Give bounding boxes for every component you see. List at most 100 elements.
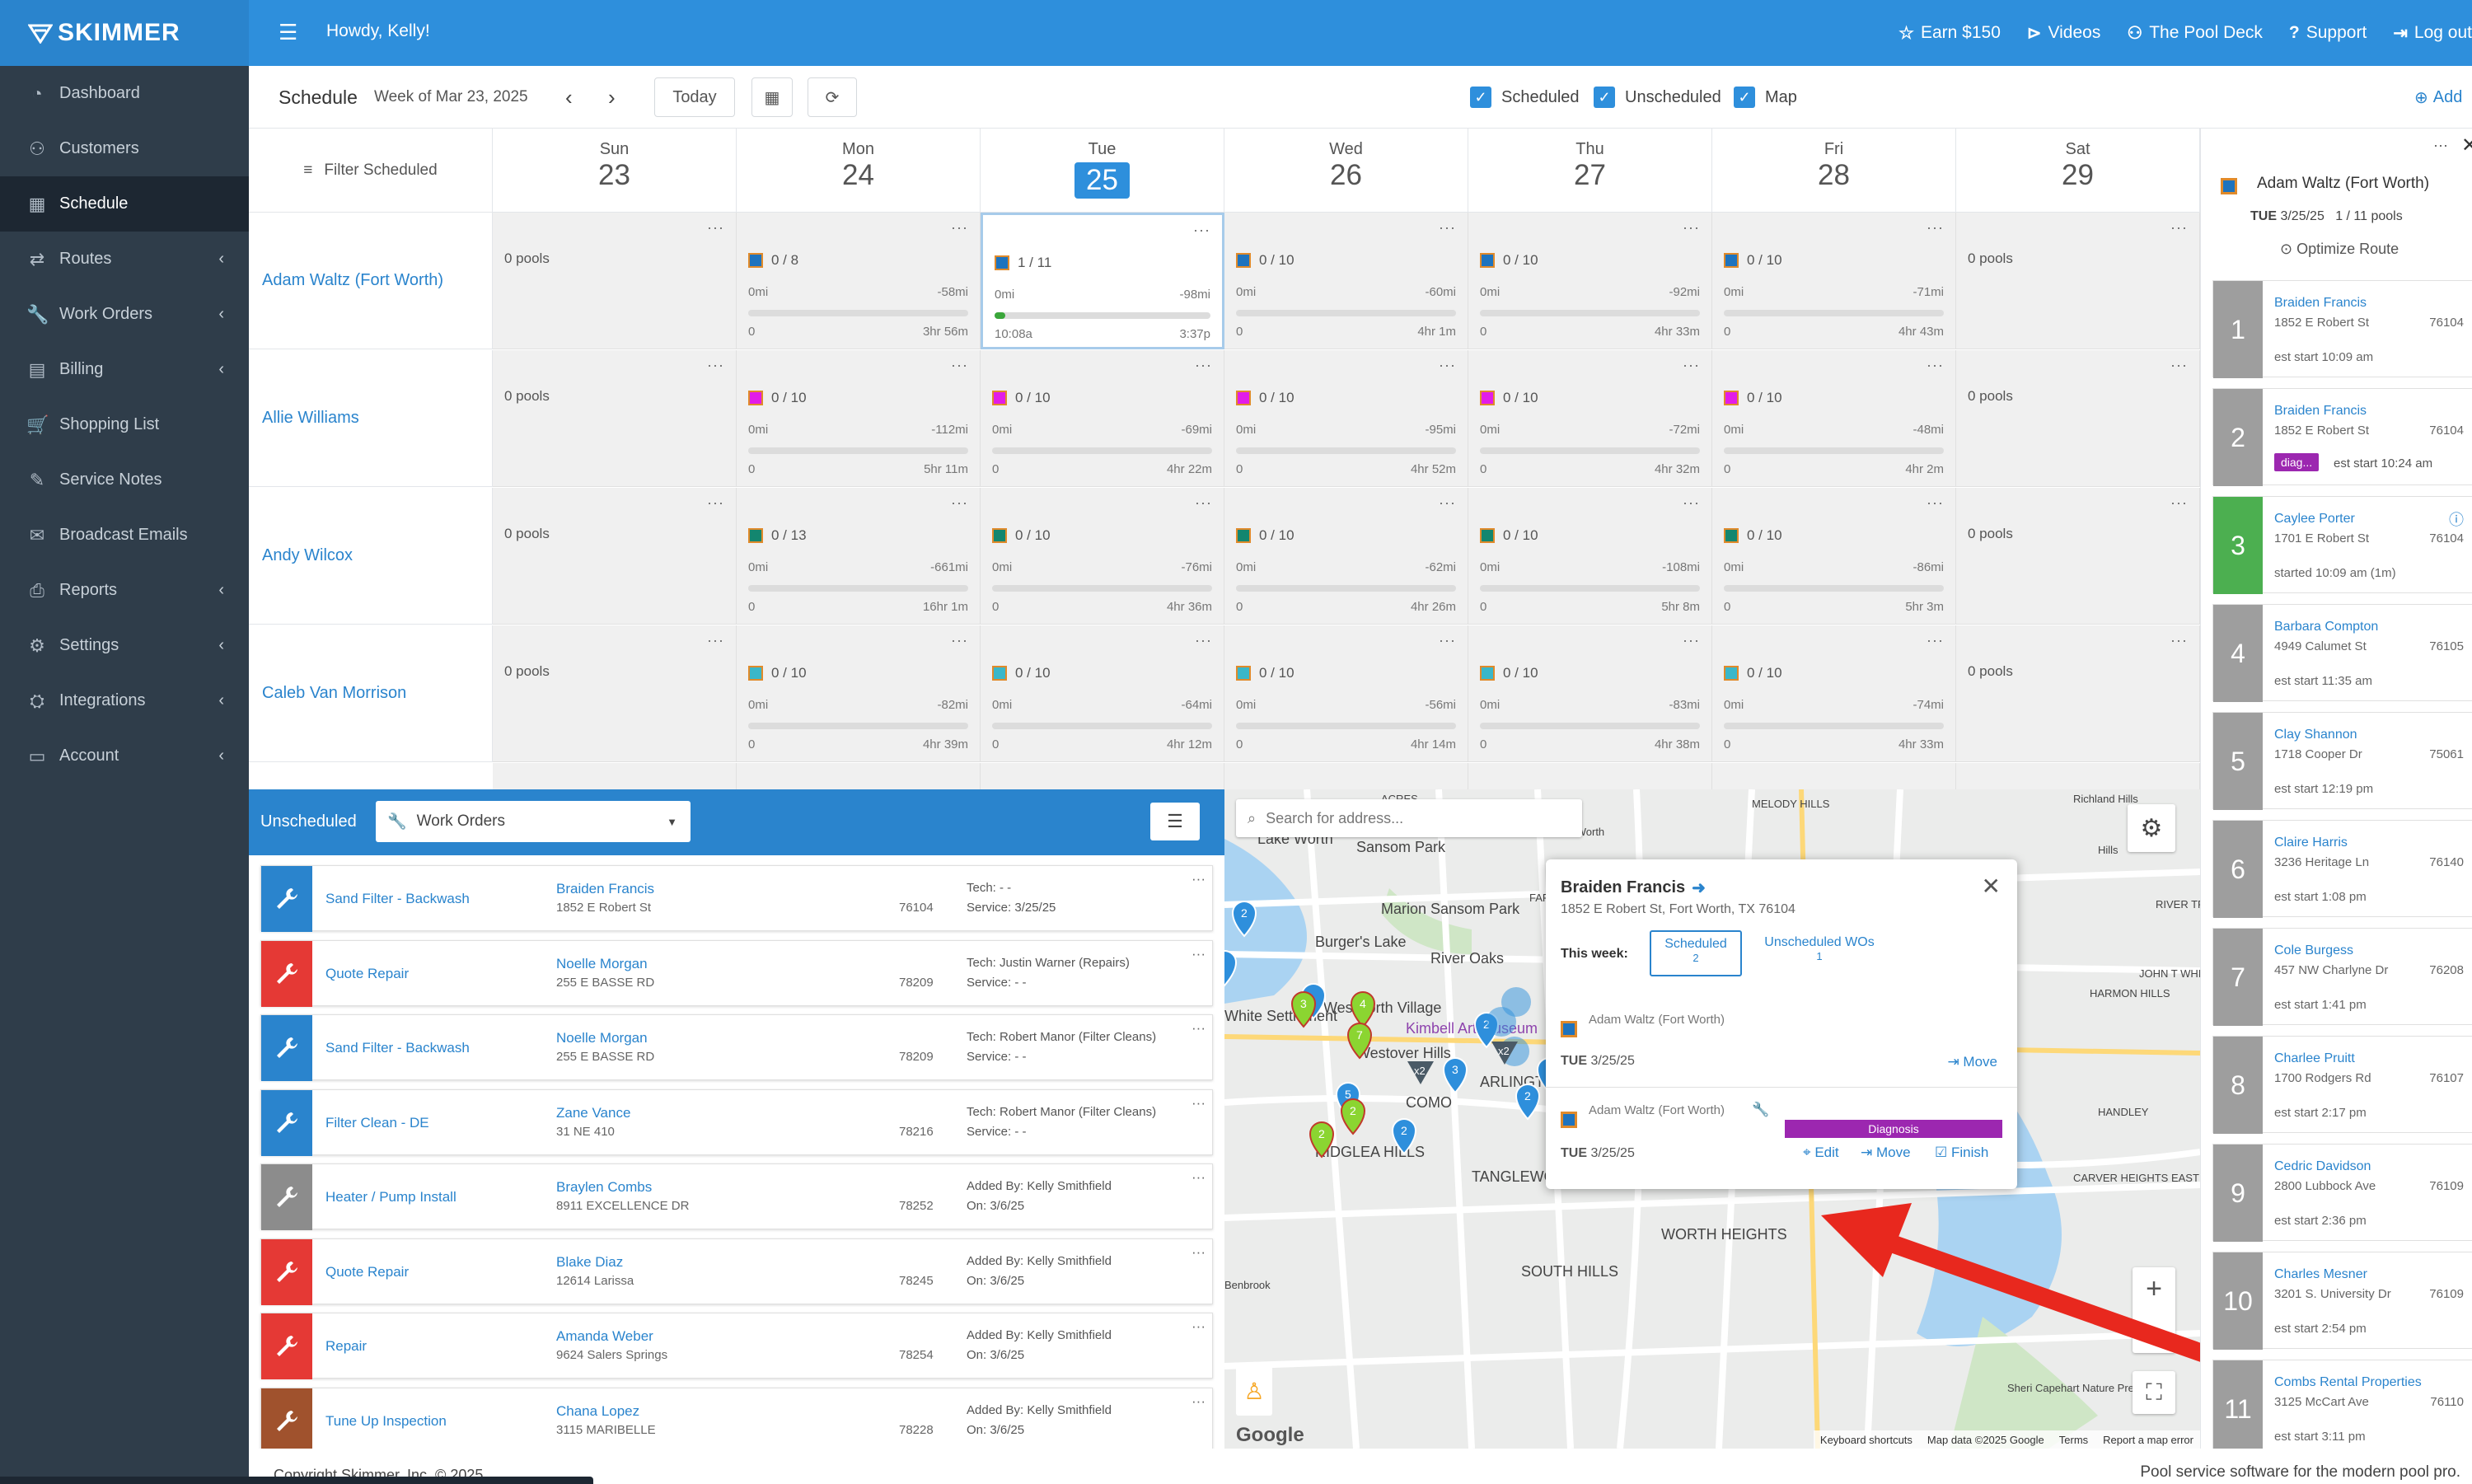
- cell-menu-icon[interactable]: ···: [707, 357, 724, 373]
- work-order-title[interactable]: Sand Filter - Backwash: [325, 891, 470, 906]
- map-marker-blue[interactable]: 2: [1231, 901, 1257, 938]
- map-marker-blue[interactable]: 3: [1442, 1057, 1468, 1094]
- cell-menu-icon[interactable]: ···: [1927, 632, 1944, 648]
- work-order-title[interactable]: Tune Up Inspection: [325, 1412, 447, 1429]
- schedule-cell[interactable]: ··· 0 / 10 0mi -92mi 0 4hr 33m: [1468, 213, 1712, 349]
- work-order-card[interactable]: Sand Filter - Backwash Noelle Morgan 255 E…: [260, 1014, 1213, 1081]
- panel-menu-icon[interactable]: ···: [2433, 137, 2448, 153]
- map-toggle[interactable]: ✓ Map: [1734, 66, 1797, 129]
- work-order-menu-icon[interactable]: ···: [1192, 1094, 1206, 1111]
- schedule-cell[interactable]: ··· 0 / 13 0mi -661mi 0 16hr 1m: [737, 488, 981, 625]
- sidebar-item-broadcast-emails[interactable]: ✉ Broadcast Emails: [0, 508, 249, 563]
- sidebar-item-reports[interactable]: ⎙ Reports ‹: [0, 563, 249, 618]
- work-order-type-select[interactable]: 🔧 Work Orders ▼: [376, 801, 691, 842]
- schedule-cell[interactable]: [1468, 763, 1712, 789]
- map-settings-gear-icon[interactable]: ⚙: [2128, 804, 2175, 852]
- popup-edit-button[interactable]: ⌖ Edit: [1803, 1145, 1839, 1161]
- sidebar-item-dashboard[interactable]: ◔ Dashboard: [0, 66, 249, 121]
- close-icon[interactable]: ✕: [1981, 873, 2001, 899]
- panel-close-icon[interactable]: ✕: [2461, 134, 2472, 157]
- cell-menu-icon[interactable]: ···: [2170, 357, 2188, 373]
- stop-customer[interactable]: Cole Burgess: [2274, 943, 2354, 957]
- work-order-title[interactable]: Repair: [325, 1338, 368, 1354]
- work-order-card[interactable]: Filter Clean - DE Zane Vance 31 NE 410 7821…: [260, 1088, 1213, 1156]
- cell-menu-icon[interactable]: ···: [1439, 219, 1456, 236]
- tech-name-link[interactable]: Allie Williams: [249, 350, 493, 487]
- cell-menu-icon[interactable]: ···: [2170, 219, 2188, 236]
- schedule-cell[interactable]: ··· 1 / 11 0mi -98mi 10:08a 3:37p: [981, 213, 1224, 349]
- schedule-cell[interactable]: ··· 0 pools: [493, 625, 737, 762]
- fullscreen-icon[interactable]: ⛶: [2133, 1371, 2175, 1414]
- stop-number[interactable]: 5: [2213, 713, 2263, 810]
- work-order-menu-icon[interactable]: ···: [1192, 1393, 1206, 1409]
- unscheduled-toggle[interactable]: ✓ Unscheduled: [1594, 66, 1721, 129]
- work-order-title[interactable]: Sand Filter - Backwash: [325, 1040, 470, 1056]
- cell-menu-icon[interactable]: ···: [1195, 632, 1212, 648]
- sidebar-item-work-orders[interactable]: 🔧 Work Orders ‹: [0, 287, 249, 342]
- schedule-cell[interactable]: ··· 0 pools: [1956, 213, 2200, 349]
- tab-unscheduled-wos[interactable]: Unscheduled WOs 1: [1753, 935, 1885, 962]
- stop-number[interactable]: 2: [2213, 389, 2263, 486]
- sidebar-item-billing[interactable]: ▤ Billing ‹: [0, 342, 249, 397]
- work-order-menu-icon[interactable]: ···: [1192, 1318, 1206, 1334]
- stop-number[interactable]: 10: [2213, 1252, 2263, 1350]
- cell-menu-icon[interactable]: ···: [1439, 632, 1456, 648]
- filter-icon[interactable]: ☰: [1150, 803, 1200, 840]
- stop-customer[interactable]: Braiden Francis: [2274, 404, 2367, 418]
- schedule-cell[interactable]: ··· 0 / 10 0mi -82mi 0 4hr 39m: [737, 625, 981, 762]
- work-order-card[interactable]: Tune Up Inspection Chana Lopez 3115 MARIBE…: [260, 1387, 1213, 1454]
- schedule-cell[interactable]: ··· 0 / 10 0mi -108mi 0 5hr 8m: [1468, 488, 1712, 625]
- schedule-cell[interactable]: ··· 0 / 10 0mi -48mi 0 4hr 2m: [1712, 350, 1956, 487]
- sidebar-item-account[interactable]: ▭ Account ‹: [0, 728, 249, 784]
- sidebar-item-settings[interactable]: ⚙ Settings ‹: [0, 618, 249, 673]
- work-order-title[interactable]: Filter Clean - DE: [325, 1114, 429, 1131]
- prev-week-icon[interactable]: ‹: [565, 84, 573, 110]
- cell-menu-icon[interactable]: ···: [1683, 494, 1700, 511]
- stop-customer[interactable]: Combs Rental Properties: [2274, 1375, 2422, 1389]
- popup-finish-button[interactable]: ☑ Finish: [1935, 1145, 1988, 1161]
- route-stop[interactable]: 1 Braiden Francis 1852 E Robert St 76104 est…: [2212, 280, 2472, 378]
- route-stop[interactable]: 3 Caylee Porter 1701 E Robert St 76104 start…: [2212, 496, 2472, 594]
- map-search-input[interactable]: ⌕ Search for address...: [1236, 799, 1582, 837]
- cell-menu-icon[interactable]: ···: [2170, 632, 2188, 648]
- schedule-cell[interactable]: [1712, 763, 1956, 789]
- schedule-cell[interactable]: ··· 0 pools: [493, 213, 737, 349]
- schedule-cell[interactable]: ··· 0 / 10 0mi -112mi 0 5hr 11m: [737, 350, 981, 487]
- cell-menu-icon[interactable]: ···: [707, 219, 724, 236]
- pegman-icon[interactable]: ♙: [1236, 1366, 1272, 1416]
- cell-menu-icon[interactable]: ···: [951, 357, 968, 373]
- support-link[interactable]: ? Support: [2289, 23, 2367, 43]
- work-order-customer[interactable]: Amanda Weber: [556, 1328, 653, 1344]
- schedule-cell[interactable]: ··· 0 / 8 0mi -58mi 0 3hr 56m: [737, 213, 981, 349]
- work-order-menu-icon[interactable]: ···: [1192, 1243, 1206, 1260]
- sidebar-item-shopping-list[interactable]: 🛒 Shopping List: [0, 397, 249, 452]
- route-stop[interactable]: 10 Charles Mesner 3201 S. University Dr 761…: [2212, 1252, 2472, 1350]
- cell-menu-icon[interactable]: ···: [951, 494, 968, 511]
- stop-number[interactable]: 3: [2213, 497, 2263, 594]
- tab-scheduled[interactable]: Scheduled 2: [1650, 930, 1742, 976]
- today-button[interactable]: Today: [654, 77, 735, 117]
- route-stop[interactable]: 4 Barbara Compton 4949 Calumet St 76105 est …: [2212, 604, 2472, 702]
- optimize-route-button[interactable]: ⊙ Optimize Route: [2280, 241, 2399, 258]
- schedule-cell[interactable]: [1956, 763, 2200, 789]
- stop-customer[interactable]: Charles Mesner: [2274, 1267, 2367, 1281]
- stop-number[interactable]: 6: [2213, 821, 2263, 918]
- cell-menu-icon[interactable]: ···: [1927, 357, 1944, 373]
- schedule-cell[interactable]: ··· 0 / 10 0mi -76mi 0 4hr 36m: [981, 488, 1224, 625]
- cell-menu-icon[interactable]: ···: [707, 632, 724, 648]
- work-order-customer[interactable]: Noelle Morgan: [556, 1030, 648, 1046]
- map-marker-group[interactable]: x2: [1407, 1061, 1434, 1084]
- work-order-customer[interactable]: Noelle Morgan: [556, 955, 648, 971]
- route-stop[interactable]: 9 Cedric Davidson 2800 Lubbock Ave 76109 est…: [2212, 1144, 2472, 1242]
- popup-entry2-move-button[interactable]: ⇥ Move: [1861, 1145, 1911, 1161]
- cell-menu-icon[interactable]: ···: [1193, 222, 1210, 238]
- cell-menu-icon[interactable]: ···: [951, 219, 968, 236]
- route-stop[interactable]: 11 Combs Rental Properties 3125 McCart Ave…: [2212, 1360, 2472, 1458]
- stop-number[interactable]: 7: [2213, 929, 2263, 1026]
- keyboard-shortcuts-link[interactable]: Keyboard shortcuts: [1819, 1433, 1913, 1446]
- work-order-card[interactable]: Sand Filter - Backwash Braiden Francis 185…: [260, 865, 1213, 932]
- cell-menu-icon[interactable]: ···: [1683, 632, 1700, 648]
- sidebar-item-service-notes[interactable]: ✎ Service Notes: [0, 452, 249, 508]
- map-marker-blue[interactable]: 2: [1391, 1118, 1417, 1155]
- map-cluster[interactable]: [1486, 1007, 1516, 1037]
